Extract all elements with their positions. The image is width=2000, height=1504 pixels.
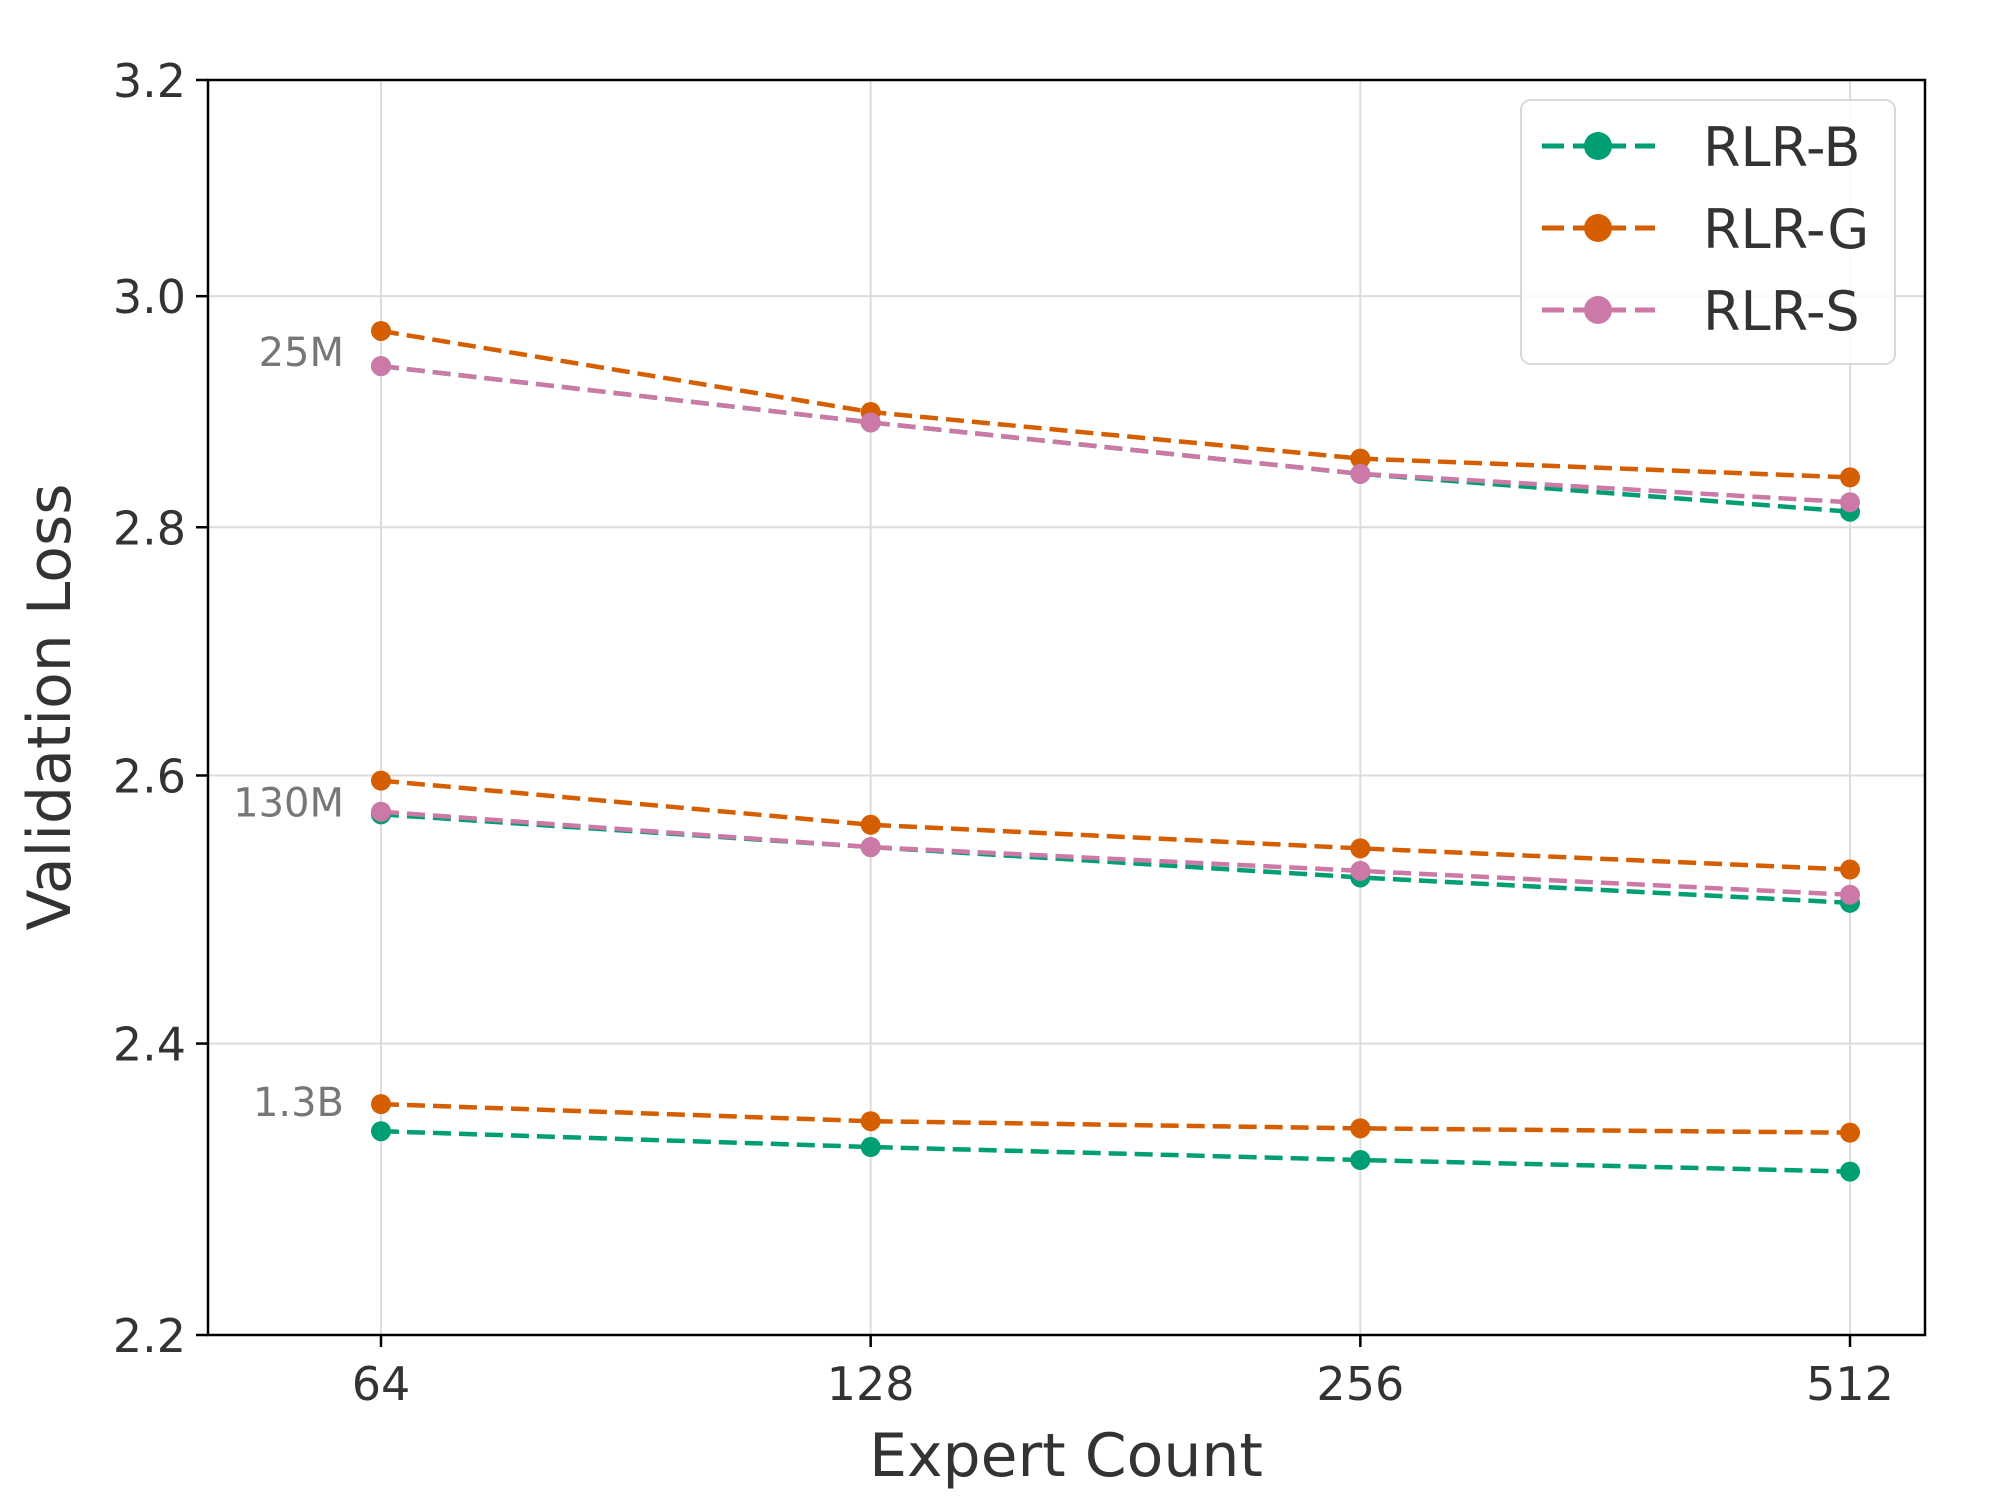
data-point-rlr-b [1840,1161,1860,1182]
model-size-label: 1.3B [253,1080,344,1126]
y-tick-label: 2.8 [113,501,186,555]
y-tick-label: 2.6 [113,749,186,803]
data-point-rlr-g [1350,448,1371,469]
series-line-rlr-g [380,328,1851,480]
legend: RLR-B RLR-G RLR-S [1520,99,1896,365]
y-axis-label: Validation Loss [15,484,85,931]
legend-label: RLR-B [1703,116,1861,179]
legend-marker-rlr-g [1584,214,1612,242]
series-line-rlr-s [380,363,1851,505]
data-point-rlr-g [1840,859,1860,880]
series-line-rlr-g [380,778,1851,872]
data-point-rlr-s [1840,492,1860,513]
y-tick-label: 3.0 [113,270,186,324]
data-point-rlr-g [371,320,391,341]
data-point-rlr-b [371,1121,391,1142]
data-point-rlr-g [860,1111,881,1132]
series-line-rlr-b [380,1128,1851,1174]
x-tick-label: 64 [352,1357,411,1411]
model-size-label: 130M [233,780,344,826]
data-point-rlr-s [371,356,391,377]
y-tick-label: 2.2 [113,1309,186,1363]
series-line-rlr-g [380,1101,1851,1135]
legend-label: RLR-S [1703,280,1860,343]
data-point-rlr-g [860,814,881,835]
legend-label: RLR-G [1703,198,1869,261]
y-tick-label: 3.2 [113,54,186,108]
data-point-rlr-b [860,1137,881,1158]
legend-box [1520,99,1896,365]
legend-marker-rlr-b [1584,132,1612,160]
legend-marker-rlr-s [1584,296,1612,324]
x-tick-label: 128 [827,1357,915,1411]
x-axis-label: Expert Count [869,1421,1263,1491]
series-line-rlr-s [380,809,1851,898]
data-point-rlr-s [1350,860,1371,881]
x-tick-label: 512 [1806,1357,1894,1411]
plot-frame [206,78,1927,1337]
size-annotations: 25M 130M 1.3B [233,330,344,1126]
x-tick-label: 256 [1316,1357,1404,1411]
y-tick-label: 2.4 [113,1018,186,1072]
data-point-rlr-g [1350,1118,1371,1139]
data-point-rlr-s [1840,884,1860,905]
data-point-rlr-s [1350,463,1371,484]
data-point-rlr-b [1350,1150,1371,1171]
model-size-label: 25M [259,330,344,376]
data-point-rlr-s [860,837,881,858]
series-lines [371,320,1860,1182]
data-point-rlr-s [371,801,391,822]
data-point-rlr-g [371,1094,391,1115]
axis-ticks: 2.2 2.4 2.6 2.8 3.0 3.2 64 128 256 512 [113,54,1894,1411]
data-point-rlr-g [1350,838,1371,859]
data-point-rlr-g [371,770,391,791]
data-point-rlr-s [860,412,881,433]
data-point-rlr-g [1840,1122,1860,1143]
data-point-rlr-g [1840,467,1860,488]
